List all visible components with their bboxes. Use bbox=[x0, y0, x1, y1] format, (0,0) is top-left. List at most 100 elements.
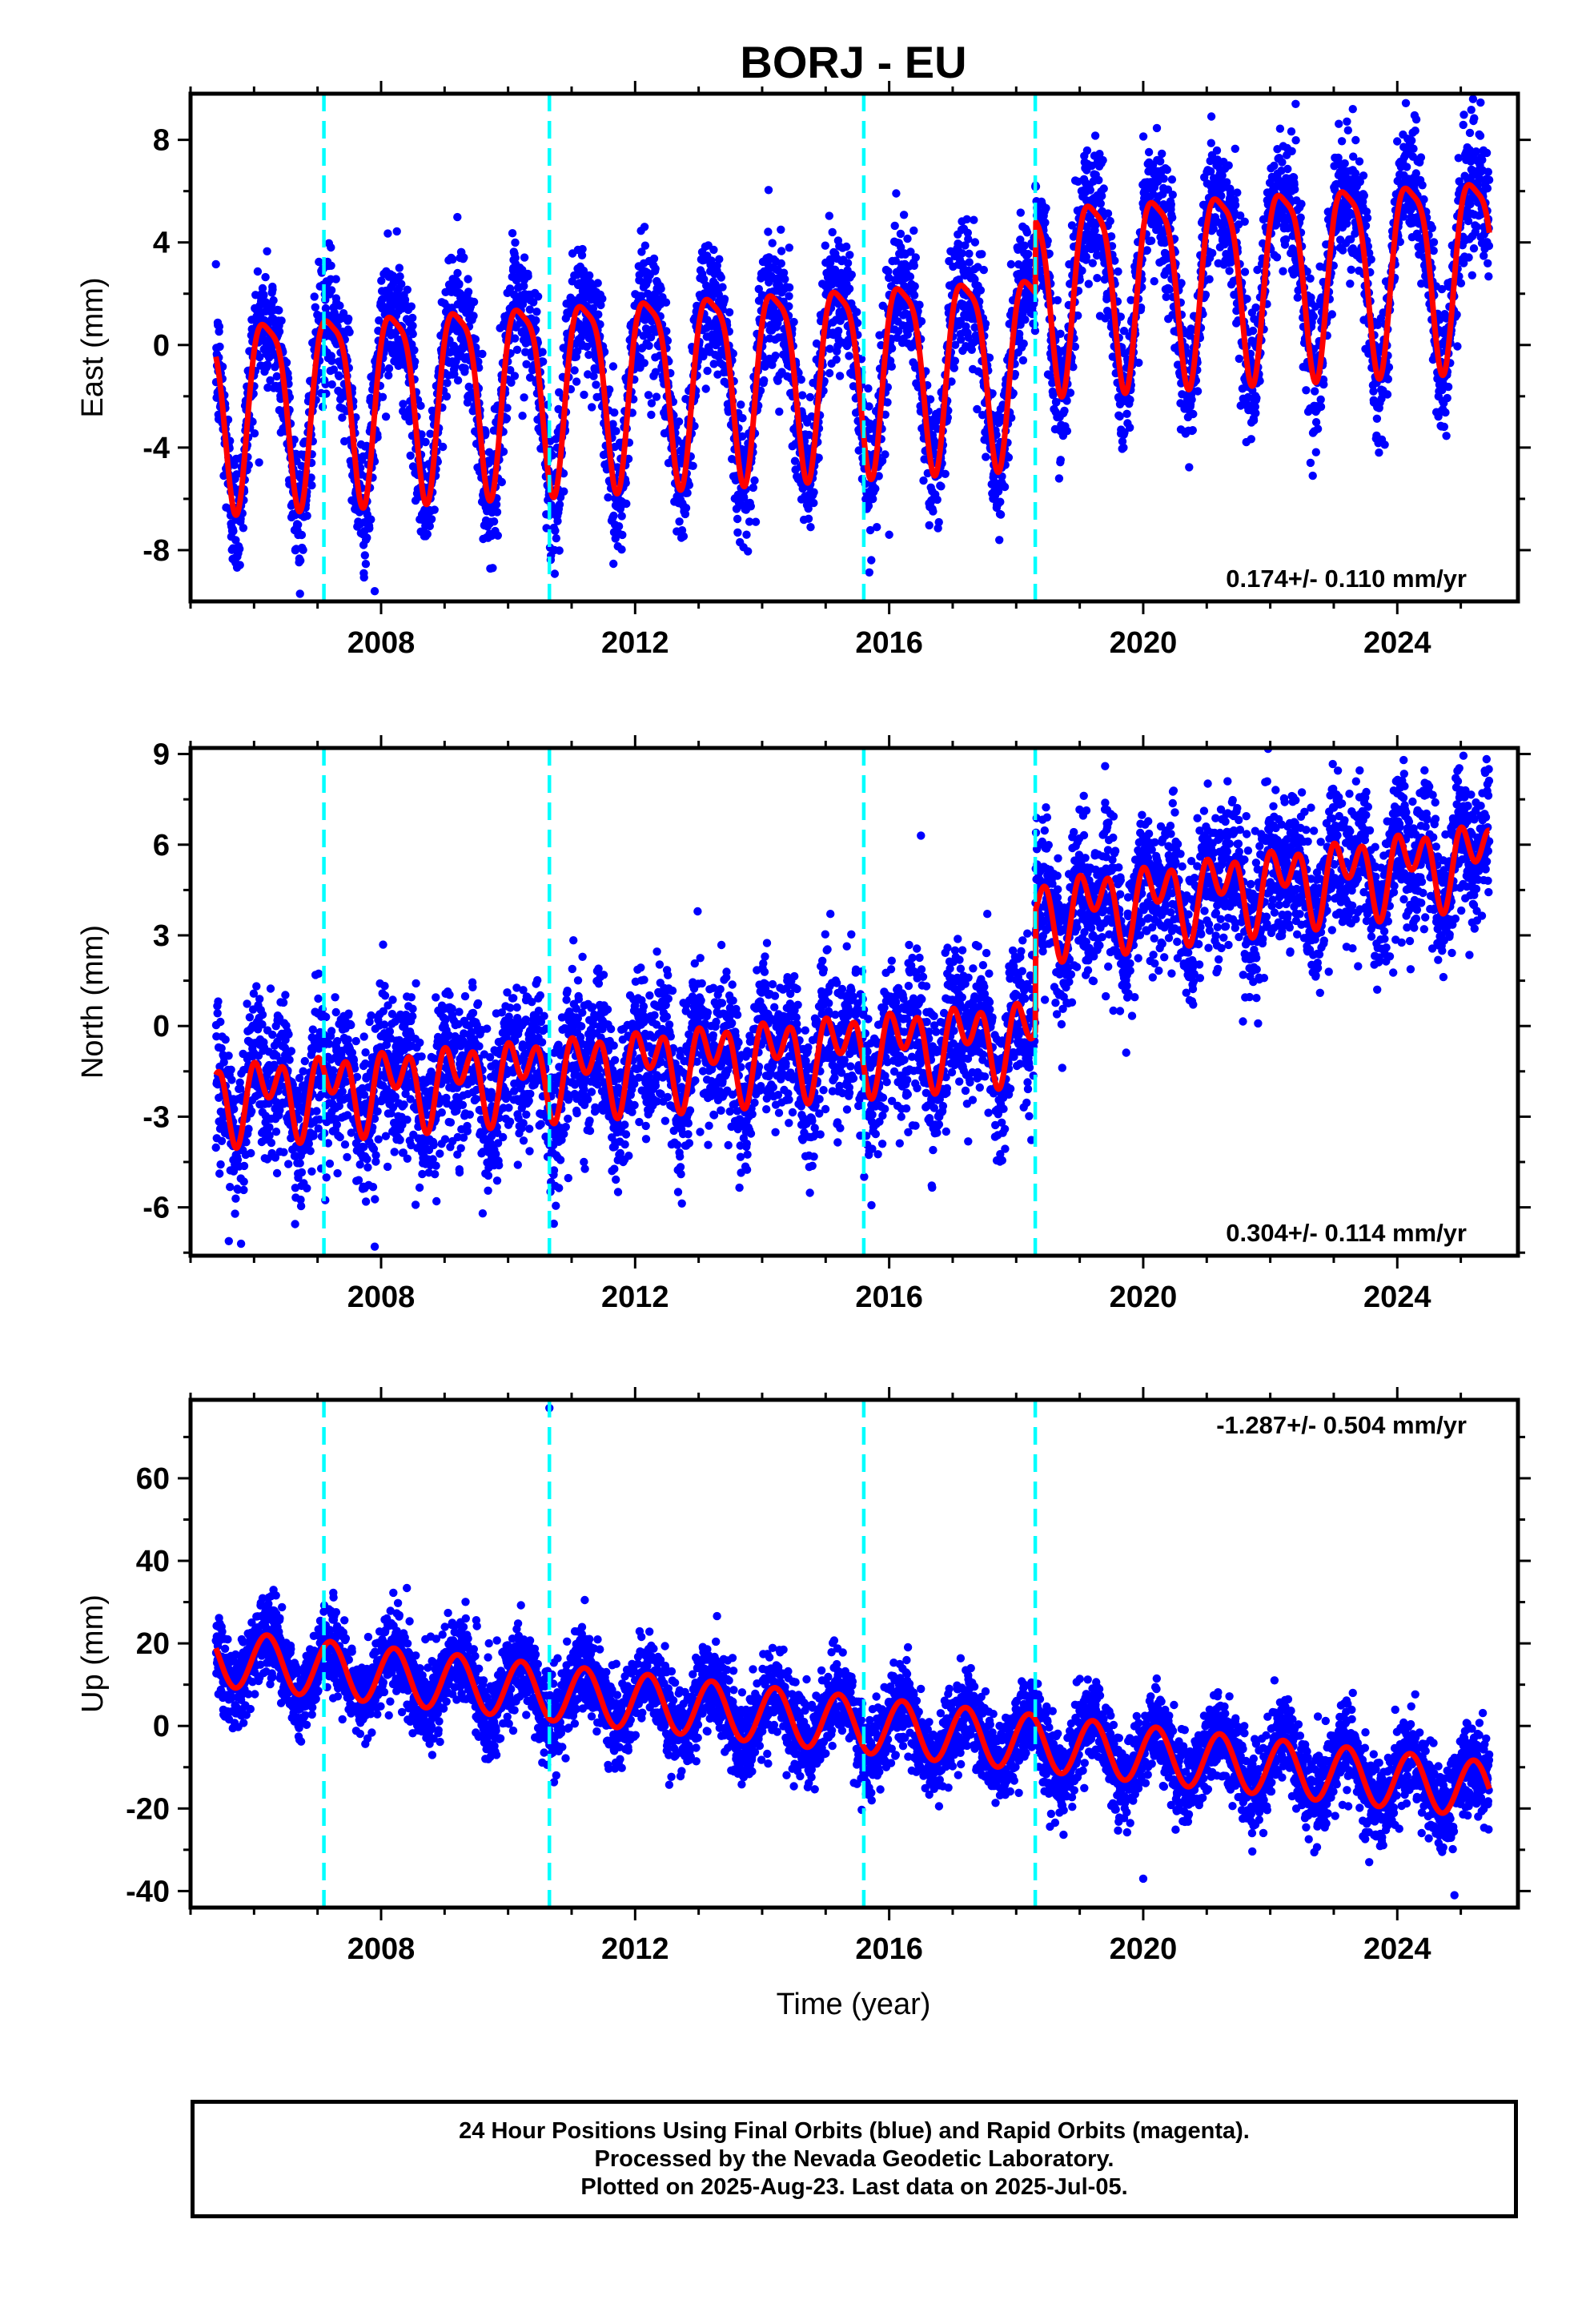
data-point bbox=[377, 276, 386, 285]
data-point bbox=[909, 291, 919, 300]
data-point bbox=[929, 507, 938, 516]
data-point bbox=[809, 488, 818, 497]
data-point bbox=[464, 287, 473, 296]
data-point bbox=[464, 275, 472, 283]
data-point bbox=[1207, 139, 1216, 147]
data-point bbox=[915, 300, 924, 309]
data-point bbox=[339, 309, 348, 318]
data-point bbox=[532, 316, 540, 325]
data-point bbox=[411, 357, 420, 366]
data-point bbox=[715, 255, 724, 263]
data-point bbox=[522, 360, 531, 368]
data-point bbox=[506, 366, 515, 375]
data-point bbox=[789, 317, 798, 327]
data-point bbox=[384, 364, 394, 373]
data-point bbox=[453, 268, 462, 278]
data-point bbox=[1056, 329, 1065, 338]
data-point bbox=[282, 358, 291, 367]
data-point bbox=[460, 364, 469, 372]
data-point bbox=[1150, 277, 1158, 286]
data-point bbox=[588, 403, 596, 412]
data-point bbox=[551, 526, 560, 535]
data-point bbox=[327, 356, 336, 365]
data-point bbox=[1311, 448, 1321, 456]
data-point bbox=[1138, 132, 1148, 141]
data-point bbox=[1251, 303, 1260, 312]
data-point bbox=[910, 282, 919, 291]
data-point bbox=[750, 476, 759, 485]
data-point bbox=[777, 247, 786, 255]
data-point bbox=[1090, 131, 1100, 140]
data-point bbox=[248, 417, 257, 426]
data-point bbox=[1252, 393, 1261, 403]
data-point bbox=[1082, 146, 1092, 155]
data-point bbox=[703, 366, 712, 376]
data-point bbox=[1297, 199, 1306, 208]
chart-title: BORJ - EU bbox=[740, 37, 966, 87]
data-point bbox=[469, 297, 479, 307]
data-point bbox=[215, 342, 224, 352]
data-point bbox=[867, 556, 876, 565]
data-point bbox=[832, 355, 841, 364]
data-point bbox=[518, 412, 527, 420]
data-point bbox=[592, 380, 600, 389]
data-point bbox=[396, 272, 404, 281]
data-point bbox=[588, 304, 598, 313]
data-point bbox=[771, 352, 780, 360]
data-point bbox=[555, 500, 564, 509]
data-point bbox=[764, 227, 773, 236]
data-point bbox=[381, 412, 391, 421]
data-point bbox=[416, 401, 425, 410]
data-point bbox=[785, 302, 793, 311]
data-point bbox=[598, 294, 607, 304]
data-point bbox=[610, 408, 619, 417]
data-point bbox=[259, 290, 268, 300]
scatter-series-east bbox=[211, 94, 1494, 598]
data-point bbox=[577, 251, 587, 259]
data-point bbox=[1106, 216, 1114, 226]
data-point bbox=[1189, 409, 1198, 419]
data-point bbox=[1235, 354, 1244, 364]
data-point bbox=[805, 392, 815, 402]
data-point bbox=[1165, 285, 1174, 294]
data-point bbox=[489, 517, 499, 526]
data-point bbox=[1082, 252, 1091, 261]
data-point bbox=[1248, 326, 1258, 336]
data-point bbox=[593, 279, 602, 287]
data-point bbox=[570, 366, 579, 375]
data-point bbox=[996, 497, 1005, 506]
data-point bbox=[760, 376, 769, 385]
data-point bbox=[261, 272, 270, 282]
data-point bbox=[701, 384, 710, 393]
data-point bbox=[1162, 165, 1172, 175]
data-point bbox=[821, 241, 830, 250]
data-point bbox=[899, 211, 909, 219]
data-point bbox=[785, 283, 794, 292]
data-point bbox=[1279, 267, 1287, 275]
data-point bbox=[679, 532, 689, 541]
data-point bbox=[215, 322, 224, 331]
data-point bbox=[1291, 136, 1300, 145]
data-point bbox=[926, 395, 935, 404]
data-point bbox=[295, 589, 304, 598]
data-point bbox=[806, 523, 815, 532]
data-point bbox=[1251, 408, 1260, 418]
data-point bbox=[255, 458, 263, 467]
data-point bbox=[1187, 395, 1196, 404]
data-point bbox=[453, 212, 462, 222]
data-point bbox=[853, 308, 861, 316]
data-point bbox=[617, 545, 626, 554]
data-point bbox=[1000, 482, 1010, 492]
data-point bbox=[359, 573, 368, 582]
data-point bbox=[725, 308, 734, 317]
data-point bbox=[825, 368, 834, 378]
data-point bbox=[1313, 424, 1323, 433]
data-point bbox=[497, 477, 506, 487]
data-point bbox=[1316, 402, 1326, 412]
data-point bbox=[263, 360, 272, 369]
data-point bbox=[1093, 274, 1102, 283]
data-point bbox=[640, 223, 649, 231]
data-point bbox=[529, 298, 538, 307]
data-point bbox=[580, 390, 588, 400]
